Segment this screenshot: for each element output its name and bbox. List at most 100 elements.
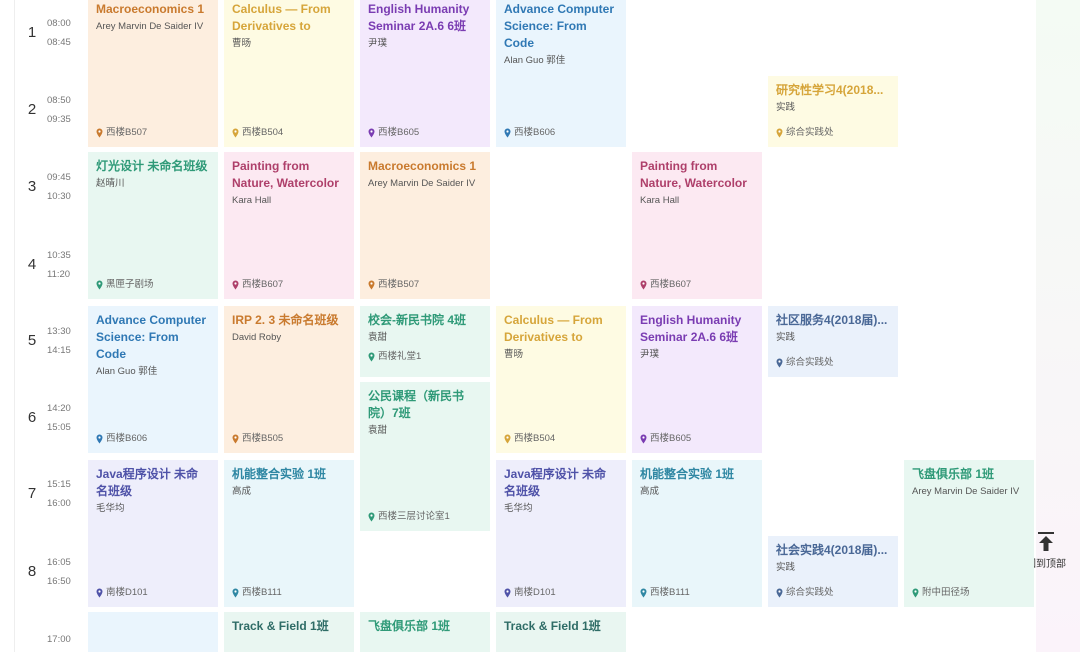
course-title: Calculus — From Derivatives to bbox=[232, 2, 331, 33]
course-card[interactable]: 飞盘俱乐部 1班 Arey Marvin De Saider IV 附中田径场 bbox=[904, 460, 1034, 607]
location-text: 西楼B605 bbox=[378, 127, 420, 138]
course-card[interactable]: IRP 2. 3 未命名班级 David Roby 西楼B505 bbox=[224, 306, 354, 453]
back-to-top-icon bbox=[1038, 532, 1054, 551]
course-location: 黑匣子剧场 bbox=[96, 278, 210, 292]
course-location: 西楼B606 bbox=[96, 432, 210, 446]
pin-icon bbox=[640, 588, 647, 598]
course-card[interactable]: 校会-新民书院 4班 袁甜 西楼礼堂1 bbox=[360, 306, 490, 377]
course-card[interactable]: Macroeconomics 1 Arey Marvin De Saider IV… bbox=[88, 0, 218, 147]
pin-icon bbox=[776, 128, 783, 138]
period-start: 15:15 bbox=[47, 479, 71, 490]
course-location: 西楼B507 bbox=[368, 278, 482, 292]
course-teacher: 毛华均 bbox=[504, 503, 533, 514]
period-start: 10:35 bbox=[47, 250, 71, 261]
course-card[interactable]: Java程序设计 未命名班级毛华均南楼D101 bbox=[496, 460, 626, 607]
course-teacher: Arey Marvin De Saider IV bbox=[368, 178, 476, 189]
course-location: 附中田径场 bbox=[912, 586, 1026, 600]
back-to-top[interactable]: 回到顶部 bbox=[1024, 532, 1068, 570]
period-number: 2 bbox=[27, 101, 37, 118]
location-text: 西楼B504 bbox=[242, 127, 284, 138]
course-card[interactable] bbox=[88, 612, 218, 652]
location-text: 西楼三层讨论室1 bbox=[378, 511, 450, 522]
course-teacher: Kara Hall bbox=[640, 195, 680, 206]
course-title: Java程序设计 未命名班级 bbox=[504, 467, 607, 498]
location-text: 西楼B607 bbox=[650, 279, 692, 290]
course-card[interactable]: 机能整合实验 1班 高成 西楼B111 bbox=[632, 460, 762, 607]
course-teacher: Alan Guo 郭佳 bbox=[96, 366, 158, 377]
period-start: 17:00 bbox=[47, 634, 71, 645]
course-location: 综合实践处 bbox=[776, 126, 890, 140]
course-teacher: 曹旸 bbox=[232, 38, 252, 49]
location-text: 西楼礼堂1 bbox=[378, 351, 422, 362]
period-number: 5 bbox=[27, 332, 37, 349]
course-teacher: 曹旸 bbox=[504, 349, 524, 360]
course-location: 西楼B111 bbox=[640, 586, 754, 600]
pin-icon bbox=[776, 588, 783, 598]
period-end: 16:00 bbox=[47, 498, 71, 509]
pin-icon bbox=[504, 434, 511, 444]
course-title: Painting from Nature, Watercolor bbox=[640, 159, 747, 190]
course-title: Track & Field 1班 bbox=[504, 619, 601, 633]
location-text: 西楼B505 bbox=[242, 433, 284, 444]
course-card[interactable]: Painting from Nature, Watercolor Kara Hal… bbox=[224, 152, 354, 299]
pin-icon bbox=[640, 434, 647, 444]
course-card[interactable]: 机能整合实验 1班 高成 西楼B111 bbox=[224, 460, 354, 607]
course-title: Macroeconomics 1 bbox=[368, 159, 477, 173]
course-card[interactable]: Painting from Nature, Watercolor Kara Hal… bbox=[632, 152, 762, 299]
course-location: 西楼三层讨论室1 bbox=[368, 510, 482, 524]
pin-icon bbox=[96, 434, 103, 444]
course-teacher: Arey Marvin De Saider IV bbox=[912, 486, 1020, 497]
course-teacher: 实践 bbox=[776, 562, 796, 573]
pin-icon bbox=[776, 358, 783, 368]
course-location: 南楼D101 bbox=[504, 586, 618, 600]
course-card[interactable]: 灯光设计 未命名班级 赵晴川 黑匣子剧场 bbox=[88, 152, 218, 299]
location-text: 西楼B111 bbox=[650, 587, 690, 598]
course-teacher: Kara Hall bbox=[232, 195, 272, 206]
course-title: Advance Computer Science: From Code bbox=[96, 313, 207, 361]
course-card[interactable]: Track & Field 1班 bbox=[224, 612, 354, 652]
pin-icon bbox=[368, 280, 375, 290]
location-text: 西楼B607 bbox=[242, 279, 284, 290]
course-title: Painting from Nature, Watercolor bbox=[232, 159, 339, 190]
location-text: 西楼B606 bbox=[514, 127, 556, 138]
course-teacher: Arey Marvin De Saider IV bbox=[96, 21, 204, 32]
course-title: IRP 2. 3 未命名班级 bbox=[232, 313, 339, 327]
pin-icon bbox=[96, 280, 103, 290]
course-teacher: 尹璞 bbox=[640, 349, 660, 360]
period-number: 4 bbox=[27, 256, 37, 273]
course-teacher: Alan Guo 郭佳 bbox=[504, 55, 566, 66]
pin-icon bbox=[912, 588, 919, 598]
period-start: 08:00 bbox=[47, 18, 71, 29]
course-location: 西楼B605 bbox=[368, 126, 482, 140]
course-card[interactable]: 飞盘俱乐部 1班 bbox=[360, 612, 490, 652]
course-teacher: 袁甜 bbox=[368, 425, 388, 436]
course-card[interactable]: Track & Field 1班 bbox=[496, 612, 626, 652]
location-text: 西楼B507 bbox=[106, 127, 148, 138]
course-card[interactable]: Advance Computer Science: From Code Alan … bbox=[88, 306, 218, 453]
course-card[interactable]: Java程序设计 未命名班级 毛华均 南楼D101 bbox=[88, 460, 218, 607]
pin-icon bbox=[232, 280, 239, 290]
pin-icon bbox=[640, 280, 647, 290]
course-card[interactable]: 研究性学习4(2018... 实践 综合实践处 bbox=[768, 76, 898, 147]
course-title: 社区服务4(2018届)... bbox=[776, 313, 888, 327]
period-number: 8 bbox=[27, 563, 37, 580]
course-title: 社会实践4(2018届)... bbox=[776, 543, 888, 557]
course-card[interactable]: 社会实践4(2018届)... 实践综合实践处 bbox=[768, 536, 898, 607]
course-title: 机能整合实验 1班 bbox=[232, 467, 327, 481]
course-card[interactable]: English Humanity Seminar 2A.6 6班 尹璞 西楼B605 bbox=[632, 306, 762, 453]
location-text: 综合实践处 bbox=[786, 587, 834, 598]
course-card[interactable]: Calculus — From Derivatives to 曹旸 西楼B504 bbox=[496, 306, 626, 453]
course-teacher: 尹璞 bbox=[368, 38, 388, 49]
pin-icon bbox=[96, 588, 103, 598]
course-card[interactable]: Macroeconomics 1 Arey Marvin De Saider IV… bbox=[360, 152, 490, 299]
course-teacher: 高成 bbox=[640, 486, 660, 497]
course-title: 校会-新民书院 4班 bbox=[368, 313, 467, 327]
pin-icon bbox=[504, 588, 511, 598]
back-to-top-label: 回到顶部 bbox=[1026, 559, 1066, 570]
course-card[interactable]: 公民课程（新民书院）7班 袁甜 西楼三层讨论室1 bbox=[360, 382, 490, 531]
course-card[interactable]: Calculus — From Derivatives to 曹旸西楼B504 bbox=[224, 0, 354, 147]
course-card[interactable]: Advance Computer Science: From Code Alan … bbox=[496, 0, 626, 147]
course-card[interactable]: 社区服务4(2018届)... 实践 综合实践处 bbox=[768, 306, 898, 377]
course-card[interactable]: English Humanity Seminar 2A.6 6班 尹璞 西楼B605 bbox=[360, 0, 490, 147]
